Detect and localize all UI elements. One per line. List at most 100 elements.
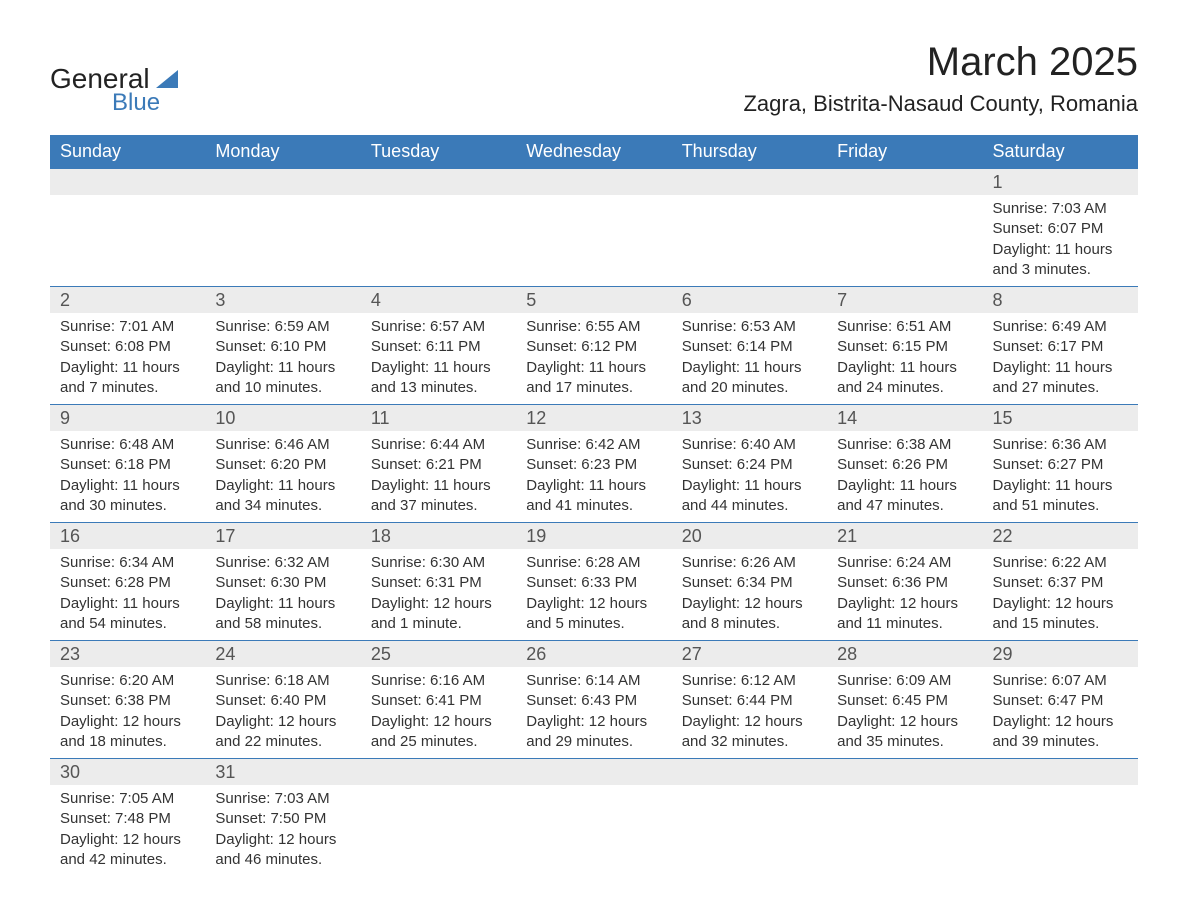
- day-number: [50, 169, 205, 195]
- sunset-text: Sunset: 6:43 PM: [526, 691, 661, 711]
- sunset-text: Sunset: 6:23 PM: [526, 455, 661, 475]
- calendar-day-cell: 18Sunrise: 6:30 AMSunset: 6:31 PMDayligh…: [361, 523, 516, 641]
- day-number: 16: [50, 523, 205, 549]
- day-number: 10: [205, 405, 360, 431]
- sunrise-text: Sunrise: 6:42 AM: [526, 435, 661, 455]
- sunrise-text: Sunrise: 6:14 AM: [526, 671, 661, 691]
- calendar-day-cell: 21Sunrise: 6:24 AMSunset: 6:36 PMDayligh…: [827, 523, 982, 641]
- sunset-text: Sunset: 6:33 PM: [526, 573, 661, 593]
- day-body: Sunrise: 6:20 AMSunset: 6:38 PMDaylight:…: [50, 667, 205, 758]
- day-number: 3: [205, 287, 360, 313]
- day-number: 4: [361, 287, 516, 313]
- sunrise-text: Sunrise: 6:59 AM: [215, 317, 350, 337]
- sunset-text: Sunset: 6:10 PM: [215, 337, 350, 357]
- calendar-day-cell: 14Sunrise: 6:38 AMSunset: 6:26 PMDayligh…: [827, 405, 982, 523]
- day-body: Sunrise: 6:34 AMSunset: 6:28 PMDaylight:…: [50, 549, 205, 640]
- daylight-text: Daylight: 11 hours and 47 minutes.: [837, 476, 972, 517]
- day-body: [827, 195, 982, 275]
- weekday-header: Monday: [205, 135, 360, 169]
- sunset-text: Sunset: 6:21 PM: [371, 455, 506, 475]
- sunrise-text: Sunrise: 6:32 AM: [215, 553, 350, 573]
- day-number: [672, 759, 827, 785]
- calendar-day-cell: 19Sunrise: 6:28 AMSunset: 6:33 PMDayligh…: [516, 523, 671, 641]
- day-body: [361, 785, 516, 865]
- calendar-day-cell: 6Sunrise: 6:53 AMSunset: 6:14 PMDaylight…: [672, 287, 827, 405]
- sunset-text: Sunset: 6:44 PM: [682, 691, 817, 711]
- day-body: Sunrise: 6:22 AMSunset: 6:37 PMDaylight:…: [983, 549, 1138, 640]
- day-body: Sunrise: 6:09 AMSunset: 6:45 PMDaylight:…: [827, 667, 982, 758]
- day-body: [50, 195, 205, 275]
- sunrise-text: Sunrise: 7:03 AM: [215, 789, 350, 809]
- day-body: Sunrise: 6:44 AMSunset: 6:21 PMDaylight:…: [361, 431, 516, 522]
- day-body: Sunrise: 6:14 AMSunset: 6:43 PMDaylight:…: [516, 667, 671, 758]
- daylight-text: Daylight: 12 hours and 46 minutes.: [215, 830, 350, 871]
- day-number: 31: [205, 759, 360, 785]
- sunset-text: Sunset: 6:14 PM: [682, 337, 817, 357]
- day-number: 9: [50, 405, 205, 431]
- calendar-day-cell: [50, 169, 205, 287]
- calendar-day-cell: 16Sunrise: 6:34 AMSunset: 6:28 PMDayligh…: [50, 523, 205, 641]
- calendar-day-cell: [827, 759, 982, 877]
- sunset-text: Sunset: 6:24 PM: [682, 455, 817, 475]
- sunset-text: Sunset: 6:20 PM: [215, 455, 350, 475]
- sunrise-text: Sunrise: 6:36 AM: [993, 435, 1128, 455]
- day-body: Sunrise: 7:03 AMSunset: 7:50 PMDaylight:…: [205, 785, 360, 876]
- sunset-text: Sunset: 6:38 PM: [60, 691, 195, 711]
- sunset-text: Sunset: 6:11 PM: [371, 337, 506, 357]
- daylight-text: Daylight: 11 hours and 20 minutes.: [682, 358, 817, 399]
- sunrise-text: Sunrise: 6:46 AM: [215, 435, 350, 455]
- day-body: Sunrise: 7:05 AMSunset: 7:48 PMDaylight:…: [50, 785, 205, 876]
- day-body: Sunrise: 6:28 AMSunset: 6:33 PMDaylight:…: [516, 549, 671, 640]
- calendar-week-row: 1Sunrise: 7:03 AMSunset: 6:07 PMDaylight…: [50, 169, 1138, 287]
- day-number: 22: [983, 523, 1138, 549]
- weekday-header-row: Sunday Monday Tuesday Wednesday Thursday…: [50, 135, 1138, 169]
- sunrise-text: Sunrise: 6:57 AM: [371, 317, 506, 337]
- daylight-text: Daylight: 11 hours and 13 minutes.: [371, 358, 506, 399]
- calendar-day-cell: 13Sunrise: 6:40 AMSunset: 6:24 PMDayligh…: [672, 405, 827, 523]
- daylight-text: Daylight: 11 hours and 3 minutes.: [993, 240, 1128, 281]
- calendar-day-cell: 31Sunrise: 7:03 AMSunset: 7:50 PMDayligh…: [205, 759, 360, 877]
- daylight-text: Daylight: 11 hours and 51 minutes.: [993, 476, 1128, 517]
- day-number: 19: [516, 523, 671, 549]
- day-body: Sunrise: 6:42 AMSunset: 6:23 PMDaylight:…: [516, 431, 671, 522]
- day-body: Sunrise: 6:53 AMSunset: 6:14 PMDaylight:…: [672, 313, 827, 404]
- calendar-day-cell: [361, 759, 516, 877]
- calendar-day-cell: 27Sunrise: 6:12 AMSunset: 6:44 PMDayligh…: [672, 641, 827, 759]
- calendar-day-cell: [827, 169, 982, 287]
- calendar-day-cell: 10 Sunrise: 6:46 AMSunset: 6:20 PMDayligh…: [205, 405, 360, 523]
- daylight-text: Daylight: 12 hours and 39 minutes.: [993, 712, 1128, 753]
- sunset-text: Sunset: 6:12 PM: [526, 337, 661, 357]
- calendar-day-cell: 20Sunrise: 6:26 AMSunset: 6:34 PMDayligh…: [672, 523, 827, 641]
- daylight-text: Daylight: 12 hours and 25 minutes.: [371, 712, 506, 753]
- day-body: [827, 785, 982, 865]
- calendar-table: Sunday Monday Tuesday Wednesday Thursday…: [50, 135, 1138, 876]
- header: General Blue March 2025 Zagra, Bistrita-…: [50, 40, 1138, 117]
- sunset-text: Sunset: 7:50 PM: [215, 809, 350, 829]
- title-block: March 2025 Zagra, Bistrita-Nasaud County…: [743, 40, 1138, 117]
- day-number: 1: [983, 169, 1138, 195]
- sunrise-text: Sunrise: 6:30 AM: [371, 553, 506, 573]
- sunrise-text: Sunrise: 6:26 AM: [682, 553, 817, 573]
- sunrise-text: Sunrise: 6:40 AM: [682, 435, 817, 455]
- calendar-day-cell: 17Sunrise: 6:32 AMSunset: 6:30 PMDayligh…: [205, 523, 360, 641]
- weekday-header: Friday: [827, 135, 982, 169]
- day-number: 8: [983, 287, 1138, 313]
- day-number: 27: [672, 641, 827, 667]
- sunset-text: Sunset: 6:30 PM: [215, 573, 350, 593]
- calendar-day-cell: 25Sunrise: 6:16 AMSunset: 6:41 PMDayligh…: [361, 641, 516, 759]
- sunrise-text: Sunrise: 6:09 AM: [837, 671, 972, 691]
- weekday-header: Thursday: [672, 135, 827, 169]
- day-number: [205, 169, 360, 195]
- day-number: [827, 169, 982, 195]
- day-body: Sunrise: 6:48 AMSunset: 6:18 PMDaylight:…: [50, 431, 205, 522]
- day-number: 7: [827, 287, 982, 313]
- weekday-header: Wednesday: [516, 135, 671, 169]
- day-body: Sunrise: 6:18 AMSunset: 6:40 PMDaylight:…: [205, 667, 360, 758]
- day-number: 12: [516, 405, 671, 431]
- day-body: Sunrise: 6:16 AMSunset: 6:41 PMDaylight:…: [361, 667, 516, 758]
- day-number: 24: [205, 641, 360, 667]
- day-number: [361, 759, 516, 785]
- daylight-text: Daylight: 11 hours and 34 minutes.: [215, 476, 350, 517]
- logo: General Blue: [50, 63, 178, 117]
- day-number: 13: [672, 405, 827, 431]
